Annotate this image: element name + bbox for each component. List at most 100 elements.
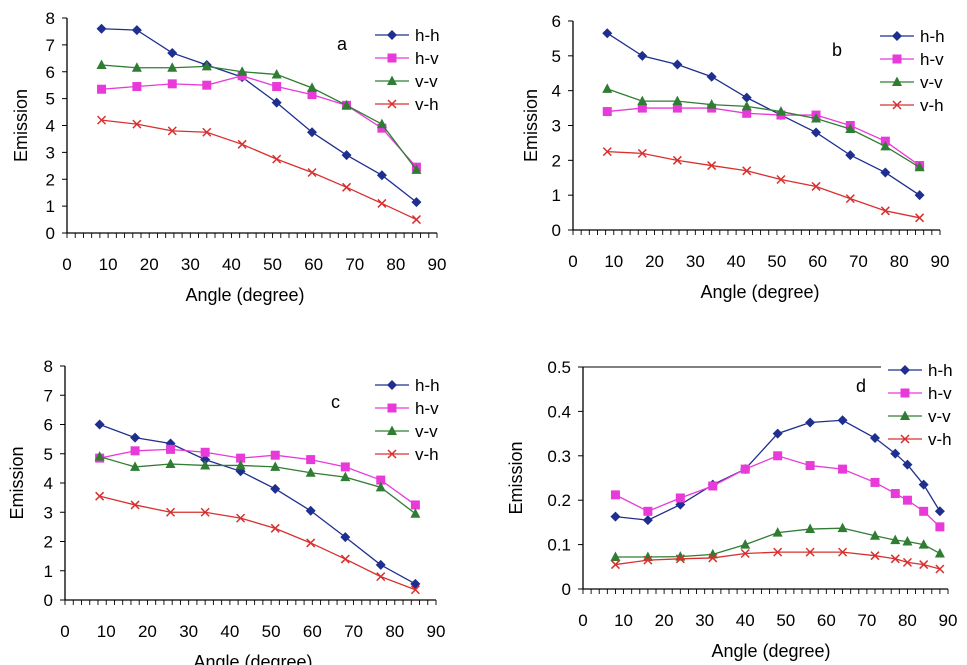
data-point-h-h [94, 419, 105, 430]
data-point-v-h [272, 154, 282, 164]
x-tick-label: 60 [303, 622, 322, 641]
legend-marker-v-v [900, 410, 910, 420]
y-tick-label: 6 [46, 63, 55, 82]
data-point-v-h [610, 560, 620, 570]
data-point-v-v [375, 481, 386, 492]
data-point-h-v [376, 475, 386, 485]
x-tick-label: 10 [99, 255, 118, 274]
y-tick-label: 2 [552, 151, 561, 170]
data-point-h-v [130, 446, 140, 456]
y-tick-label: 1 [46, 197, 55, 216]
x-tick-label: 80 [386, 255, 405, 274]
data-point-h-h [837, 415, 848, 426]
y-tick-label: 2 [46, 170, 55, 189]
data-point-v-h [237, 139, 247, 149]
legend: h-h h-v v-v v-h [375, 26, 440, 114]
series-v-v [96, 59, 422, 174]
data-point-v-v [672, 95, 683, 106]
series-v-h [602, 147, 925, 223]
series-line-v-h [615, 551, 941, 570]
data-point-h-v [340, 462, 350, 472]
legend: h-h h-v v-v v-h [880, 27, 945, 115]
legend-label: v-v [415, 72, 438, 91]
data-point-v-h [342, 182, 352, 192]
y-tick-label: 0.1 [547, 536, 571, 555]
data-point-h-h [845, 150, 856, 161]
data-point-v-h [870, 551, 880, 561]
data-point-h-v [237, 71, 247, 81]
legend-label: v-h [928, 430, 952, 449]
data-point-v-v [637, 95, 648, 106]
x-tick-label: 90 [939, 611, 958, 630]
data-point-v-v [131, 62, 142, 72]
data-point-v-h [410, 585, 420, 595]
data-point-v-h [340, 554, 350, 564]
y-tick-label: 0 [44, 591, 53, 610]
data-point-h-v [890, 489, 900, 499]
x-tick-label: 60 [304, 255, 323, 274]
legend: h-h h-v v-v v-h [375, 376, 440, 464]
data-point-v-h [675, 554, 685, 564]
series-v-v [94, 451, 421, 518]
legend-marker-h-v [900, 388, 910, 398]
data-point-h-v [202, 80, 212, 90]
y-tick-label: 1 [44, 562, 53, 581]
x-tick-label: 20 [655, 611, 674, 630]
data-point-h-v [307, 90, 317, 100]
x-tick-label: 70 [857, 611, 876, 630]
data-point-h-v [773, 451, 783, 461]
data-point-v-v [870, 530, 880, 540]
x-tick-label: 70 [344, 622, 363, 641]
x-tick-label: 0 [568, 252, 577, 271]
x-axis-title: Angle (degree) [700, 282, 819, 302]
series-line-h-h [606, 32, 920, 196]
legend-label: v-v [928, 407, 951, 426]
data-point-h-v [643, 506, 653, 516]
legend-label: h-v [920, 50, 944, 69]
panel-label: c [331, 392, 340, 412]
y-axis-title: Emission [11, 89, 31, 162]
data-point-v-v [130, 461, 141, 471]
data-point-v-h [919, 560, 929, 570]
data-point-h-v [410, 500, 420, 510]
legend-marker-h-h [387, 380, 397, 390]
x-tick-label: 10 [614, 611, 633, 630]
data-point-h-h [610, 511, 621, 522]
legend-marker-h-h [900, 365, 910, 375]
data-point-v-v [410, 508, 421, 518]
data-point-v-v [341, 99, 352, 110]
data-point-h-h [918, 479, 929, 490]
legend-marker-v-v [387, 425, 397, 435]
data-point-v-v [270, 461, 281, 471]
legend-label: v-v [920, 73, 943, 92]
series-line-h-v [607, 107, 920, 167]
series-line-h-v [99, 448, 416, 506]
x-tick-label: 10 [97, 622, 116, 641]
series-h-h [96, 23, 422, 208]
series-line-v-h [607, 150, 920, 219]
data-point-v-v [96, 59, 107, 70]
data-point-v-h [643, 555, 653, 565]
data-point-h-h [880, 167, 891, 178]
data-point-h-h [410, 578, 421, 589]
data-point-h-h [96, 23, 107, 34]
x-tick-label: 50 [262, 622, 281, 641]
data-point-h-h [934, 506, 945, 517]
y-tick-label: 0 [552, 221, 561, 240]
legend-marker-v-v [387, 75, 397, 85]
data-point-h-h [376, 170, 387, 181]
legend-label: h-h [415, 376, 440, 395]
data-point-v-h [306, 538, 316, 548]
data-point-v-h [740, 548, 750, 559]
series-v-v [610, 522, 945, 562]
data-point-v-v [167, 62, 178, 72]
y-tick-label: 4 [552, 82, 561, 101]
series-h-h [94, 419, 421, 589]
legend-label: h-v [415, 399, 439, 418]
y-tick-label: 0.2 [547, 491, 571, 510]
data-point-h-v [870, 477, 880, 487]
x-tick-label: 0 [62, 255, 71, 274]
data-point-v-v [165, 458, 176, 468]
data-point-v-v [307, 82, 318, 92]
y-tick-label: 0.4 [547, 402, 571, 421]
